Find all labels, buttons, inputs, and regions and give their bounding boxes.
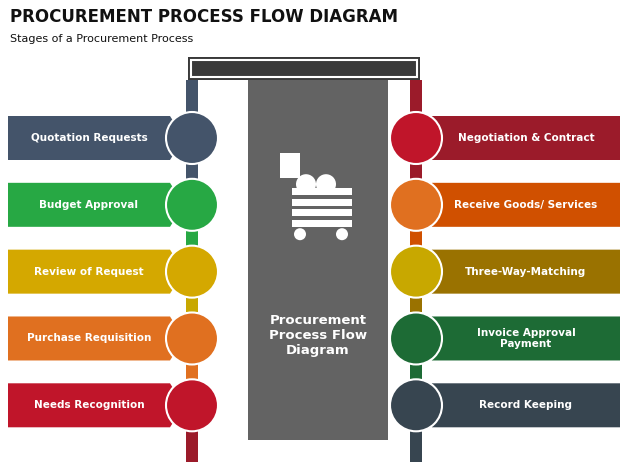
Text: Negotiation & Contract: Negotiation & Contract: [458, 133, 594, 143]
FancyBboxPatch shape: [292, 199, 352, 206]
Polygon shape: [411, 371, 421, 379]
Text: Receive Goods/ Services: Receive Goods/ Services: [455, 200, 598, 210]
Polygon shape: [187, 231, 197, 239]
Circle shape: [390, 112, 442, 164]
FancyBboxPatch shape: [280, 153, 300, 178]
Polygon shape: [411, 305, 421, 313]
Polygon shape: [8, 384, 184, 427]
Polygon shape: [8, 116, 184, 160]
FancyBboxPatch shape: [188, 57, 420, 80]
FancyBboxPatch shape: [410, 231, 422, 246]
Circle shape: [390, 313, 442, 364]
Text: Invoice Approval
Payment: Invoice Approval Payment: [477, 328, 575, 349]
FancyBboxPatch shape: [186, 364, 198, 379]
Circle shape: [390, 379, 442, 431]
Circle shape: [166, 379, 218, 431]
Polygon shape: [416, 384, 620, 427]
Circle shape: [296, 174, 316, 194]
FancyBboxPatch shape: [410, 298, 422, 313]
FancyBboxPatch shape: [186, 431, 198, 462]
Circle shape: [316, 174, 336, 194]
Circle shape: [166, 313, 218, 364]
FancyBboxPatch shape: [410, 80, 422, 112]
FancyBboxPatch shape: [313, 70, 323, 80]
Polygon shape: [411, 171, 421, 179]
FancyBboxPatch shape: [186, 298, 198, 313]
Text: Budget Approval: Budget Approval: [39, 200, 138, 210]
Polygon shape: [416, 250, 620, 294]
Polygon shape: [411, 238, 421, 246]
FancyBboxPatch shape: [292, 220, 352, 227]
Circle shape: [336, 228, 348, 240]
Circle shape: [166, 179, 218, 231]
FancyBboxPatch shape: [248, 68, 388, 440]
FancyBboxPatch shape: [410, 431, 422, 462]
Polygon shape: [187, 298, 197, 306]
Text: PROCUREMENT PROCESS FLOW DIAGRAM: PROCUREMENT PROCESS FLOW DIAGRAM: [10, 8, 398, 26]
Polygon shape: [411, 104, 421, 112]
FancyBboxPatch shape: [292, 210, 352, 216]
Circle shape: [390, 179, 442, 231]
Text: Review of Request: Review of Request: [34, 266, 144, 277]
Polygon shape: [416, 116, 620, 160]
Text: Quotation Requests: Quotation Requests: [31, 133, 147, 143]
Circle shape: [166, 246, 218, 298]
FancyBboxPatch shape: [292, 188, 352, 195]
Polygon shape: [8, 183, 184, 227]
FancyBboxPatch shape: [186, 164, 198, 179]
Circle shape: [390, 246, 442, 298]
Text: Purchase Requisition: Purchase Requisition: [27, 334, 151, 344]
FancyBboxPatch shape: [186, 231, 198, 246]
Text: Procurement
Process Flow
Diagram: Procurement Process Flow Diagram: [269, 314, 367, 357]
Polygon shape: [8, 316, 184, 360]
Polygon shape: [416, 316, 620, 360]
Polygon shape: [8, 250, 184, 294]
Circle shape: [294, 228, 306, 240]
FancyBboxPatch shape: [186, 80, 198, 112]
Circle shape: [166, 112, 218, 164]
Text: Needs Recognition: Needs Recognition: [33, 400, 144, 410]
FancyBboxPatch shape: [410, 364, 422, 379]
Text: Stages of a Procurement Process: Stages of a Procurement Process: [10, 34, 193, 44]
Polygon shape: [187, 164, 197, 172]
Polygon shape: [416, 183, 620, 227]
Text: Three-Way-Matching: Three-Way-Matching: [466, 266, 587, 277]
FancyBboxPatch shape: [410, 164, 422, 179]
Polygon shape: [187, 364, 197, 372]
Text: Record Keeping: Record Keeping: [480, 400, 573, 410]
